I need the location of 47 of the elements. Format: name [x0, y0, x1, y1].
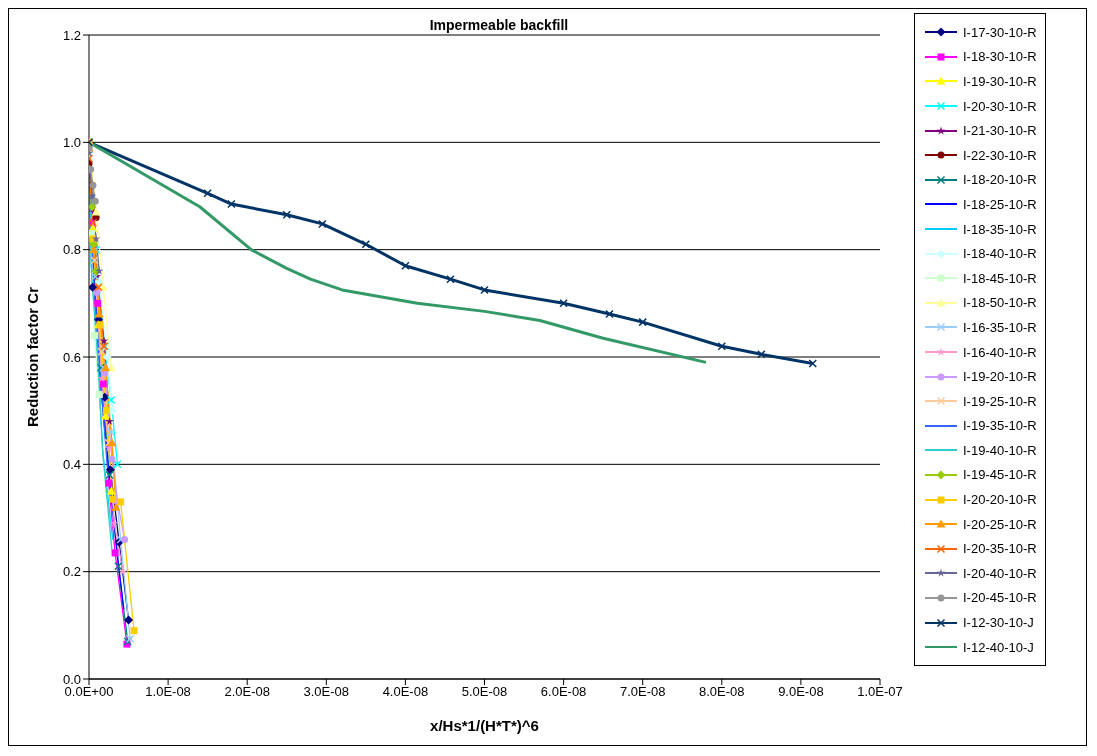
y-tick-label: 1.2 [62, 27, 81, 43]
x-tick-label: 1.0E-08 [145, 684, 191, 700]
chart-title: Impermeable backfill [428, 17, 570, 33]
x-tick-label: 5.0E-08 [461, 684, 508, 700]
legend-label: I-20-45-10-R [963, 590, 1037, 606]
y-tick-label: 0.6 [62, 349, 81, 365]
legend-label: I-16-40-10-R [963, 344, 1037, 360]
legend-label: I-20-35-10-R [963, 541, 1037, 557]
x-tick-label: 0.0E+00 [64, 684, 114, 700]
legend-label: I-18-25-10-R [963, 196, 1037, 212]
legend-label: I-20-30-10-R [963, 98, 1037, 114]
legend-label: I-19-20-10-R [963, 369, 1037, 385]
x-tick-label: 7.0E-08 [619, 684, 666, 700]
y-tick-label: 0.2 [62, 564, 81, 580]
legend-label: I-20-25-10-R [963, 516, 1037, 532]
legend-label: I-22-30-10-R [963, 147, 1037, 163]
legend-label: I-20-40-10-R [963, 565, 1037, 581]
legend-label: I-18-45-10-R [963, 270, 1037, 286]
x-tick-label: 6.0E-08 [540, 684, 587, 700]
legend-label: I-19-40-10-R [963, 442, 1037, 458]
x-axis-title: x/Hs*1/(H*T*)^6 [430, 717, 539, 734]
legend-label: I-19-35-10-R [963, 418, 1037, 434]
x-tick-label: 2.0E-08 [224, 684, 270, 700]
y-tick-label: 0.8 [62, 242, 81, 258]
legend-label: I-19-30-10-R [963, 73, 1037, 89]
legend-label: I-17-30-10-R [963, 24, 1037, 40]
legend-label: I-18-35-10-R [963, 221, 1037, 237]
y-tick-label: 0.0 [62, 671, 81, 687]
legend-label: I-19-45-10-R [963, 467, 1037, 483]
legend-label: I-18-30-10-R [963, 49, 1037, 65]
x-tick-label: 9.0E-08 [778, 684, 824, 700]
legend-label: I-12-40-10-J [963, 639, 1034, 655]
legend-label: I-20-20-10-R [963, 492, 1037, 508]
x-tick-label: 1.0E-07 [857, 684, 903, 700]
y-tick-label: 1.0 [62, 134, 81, 150]
legend-label: I-21-30-10-R [963, 123, 1037, 139]
y-axis-title: Reduction factor Cr [24, 286, 42, 428]
legend-label: I-16-35-10-R [963, 319, 1037, 335]
y-tick-label: 0.4 [62, 456, 81, 472]
legend-label: I-18-40-10-R [963, 246, 1037, 262]
x-tick-label: 3.0E-08 [303, 684, 350, 700]
x-tick-label: 8.0E-08 [699, 684, 745, 700]
legend-label: I-18-20-10-R [963, 172, 1037, 188]
legend-label: I-12-30-10-J [963, 615, 1034, 631]
legend-label: I-18-50-10-R [963, 295, 1037, 311]
legend-label: I-19-25-10-R [963, 393, 1037, 409]
x-tick-label: 4.0E-08 [382, 684, 429, 700]
